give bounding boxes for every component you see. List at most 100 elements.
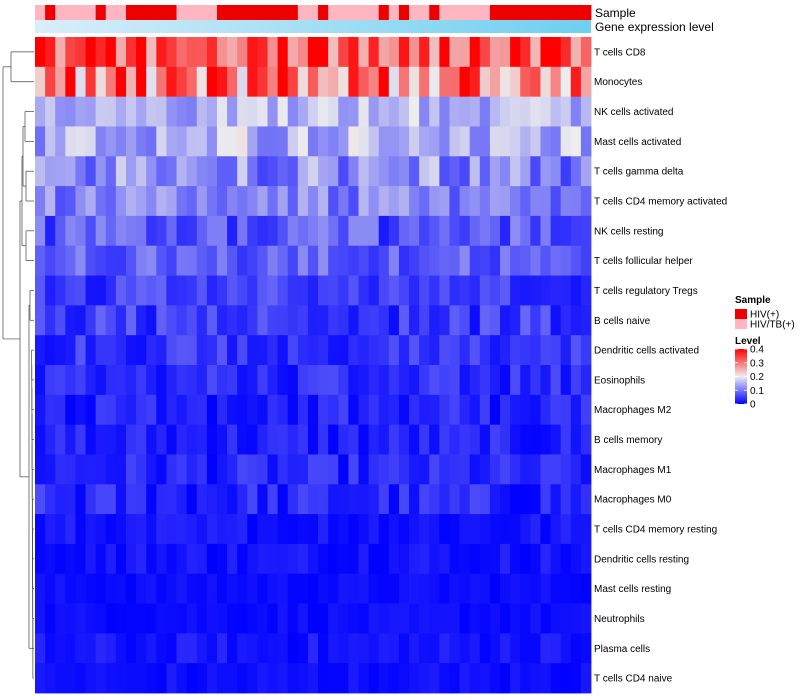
heatmap-cell <box>287 215 299 247</box>
heatmap-cell <box>257 394 268 426</box>
heatmap-cell <box>439 365 450 396</box>
heatmap-cell <box>297 186 309 217</box>
heatmap-cell <box>105 365 117 396</box>
heatmap-cell <box>520 245 531 276</box>
heatmap-cell <box>449 96 460 127</box>
heatmap-cell <box>429 454 440 485</box>
heatmap-cell <box>388 305 400 336</box>
heatmap-cell <box>95 305 107 336</box>
heatmap-cell <box>307 365 319 396</box>
heatmap-cell <box>307 245 319 276</box>
heatmap-cell <box>287 305 299 336</box>
heatmap-cell <box>500 245 511 276</box>
heatmap-cell <box>530 96 541 127</box>
sample-cell <box>439 5 450 20</box>
heatmap-cell <box>257 663 268 694</box>
heatmap-cell <box>115 543 127 575</box>
heatmap-cell <box>429 573 440 604</box>
heatmap-cell <box>196 603 208 634</box>
heatmap-cell <box>136 663 147 694</box>
heatmap-cell <box>560 663 572 694</box>
heatmap-cell <box>237 126 248 157</box>
heatmap-cell <box>580 484 592 515</box>
heatmap-cell <box>247 96 258 127</box>
heatmap-cell <box>55 633 66 664</box>
heatmap-cell <box>409 543 420 575</box>
heatmap-cell <box>216 305 228 336</box>
heatmap-cell <box>570 37 582 68</box>
heatmap-cell <box>580 37 592 68</box>
heatmap-cell <box>378 156 390 187</box>
heatmap-cell <box>520 633 531 664</box>
heatmap-cell <box>247 335 258 366</box>
heatmap-cell <box>247 156 258 187</box>
heatmap-cell <box>388 215 400 247</box>
heatmap-cell <box>216 66 228 98</box>
heatmap-cell <box>277 275 289 306</box>
row-label: Mast cells activated <box>594 137 681 148</box>
heatmap-cell <box>206 365 218 396</box>
heatmap-cell <box>338 365 349 396</box>
heatmap-cell <box>85 424 97 455</box>
heatmap-cell <box>459 573 471 604</box>
heatmap-cell <box>257 484 268 515</box>
heatmap-cell <box>419 335 430 366</box>
heatmap-cell <box>136 543 147 575</box>
heatmap-cell <box>348 514 359 545</box>
heatmap-cell <box>206 603 218 634</box>
heatmap-cell <box>540 186 551 217</box>
heatmap-cell <box>560 484 572 515</box>
heatmap-cell <box>459 633 471 664</box>
heatmap-cell <box>95 633 107 664</box>
sample-cell <box>388 5 400 20</box>
heatmap-cell <box>500 365 511 396</box>
heatmap-cell <box>237 514 248 545</box>
heatmap-cell <box>287 663 299 694</box>
heatmap-cell <box>176 424 188 455</box>
gene-expression-annotation-bar <box>35 20 591 33</box>
heatmap-cell <box>297 394 309 426</box>
heatmap-cell <box>186 573 198 604</box>
heatmap-cell <box>550 543 562 575</box>
heatmap-cell <box>176 96 188 127</box>
heatmap-cell <box>479 633 491 664</box>
heatmap-cell <box>105 156 117 187</box>
heatmap-cell <box>136 424 147 455</box>
heatmap-cell <box>368 96 380 127</box>
heatmap-cell <box>449 573 460 604</box>
heatmap-cell <box>45 126 56 157</box>
heatmap-cell <box>500 424 511 455</box>
heatmap-cell <box>500 96 511 127</box>
heatmap-cell <box>206 424 218 455</box>
heatmap-cell <box>146 603 157 634</box>
heatmap-cell <box>186 186 198 217</box>
heatmap-cell <box>105 37 117 68</box>
heatmap-cell <box>439 156 450 187</box>
heatmap-cell <box>560 454 572 485</box>
heatmap-cell <box>318 335 329 366</box>
heatmap-cell <box>307 573 319 604</box>
heatmap-cell <box>216 394 228 426</box>
heatmap-cell <box>388 663 400 694</box>
heatmap-cell <box>489 484 501 515</box>
heatmap-cell <box>136 305 147 336</box>
heatmap-cell <box>489 66 501 98</box>
heatmap-cell <box>156 454 167 485</box>
heatmap-cell <box>65 66 76 98</box>
heatmap-cell <box>166 454 177 485</box>
heatmap-cell <box>216 365 228 396</box>
heatmap-cell <box>95 424 107 455</box>
heatmap-cell <box>277 394 289 426</box>
heatmap-cell <box>277 424 289 455</box>
heatmap-cell <box>206 305 218 336</box>
heatmap-cell <box>85 335 97 366</box>
heatmap-cell <box>469 454 481 485</box>
heatmap-cell <box>85 215 97 247</box>
heatmap-cell <box>328 424 339 455</box>
heatmap-cell <box>75 514 86 545</box>
heatmap-cell <box>570 454 582 485</box>
heatmap-cell <box>580 215 592 247</box>
heatmap-cell <box>368 484 380 515</box>
heatmap-cell <box>75 365 86 396</box>
heatmap-cell <box>156 514 167 545</box>
